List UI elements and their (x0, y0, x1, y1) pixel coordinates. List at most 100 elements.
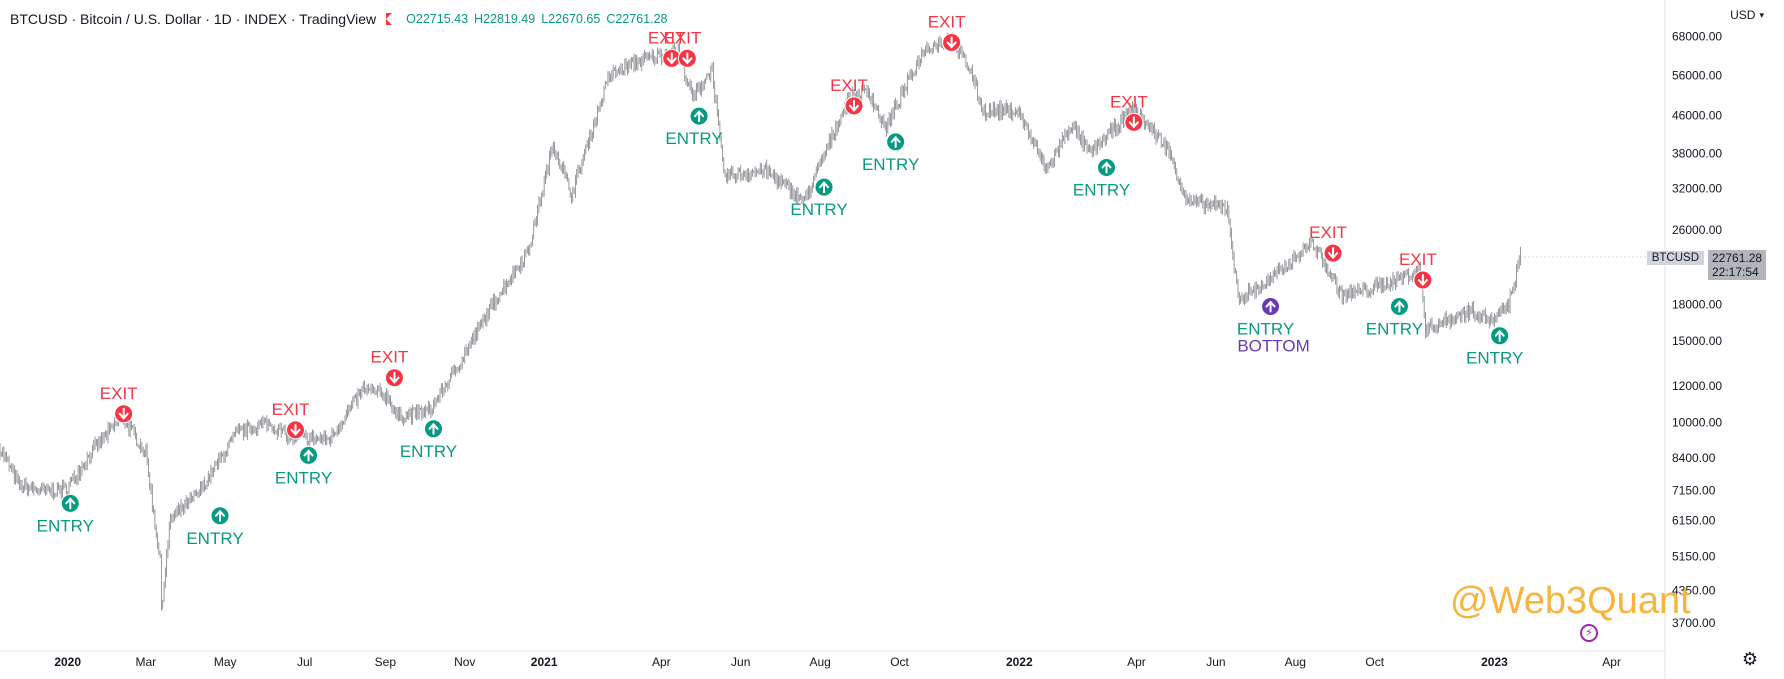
entry-label: ENTRY (1237, 320, 1294, 339)
arrow-glyph (694, 110, 705, 123)
ohlc-close: C22761.28 (606, 12, 668, 26)
entry-label: ENTRY (186, 529, 243, 548)
entry-label: ENTRY (1466, 349, 1523, 368)
ohlc-open: O22715.43 (406, 12, 469, 26)
arrow-glyph (118, 407, 129, 420)
exit-signal[interactable]: EXIT (648, 28, 686, 68)
x-tick-label: Apr (1127, 655, 1146, 669)
arrow-glyph (1328, 247, 1339, 260)
y-tick-label: 32000.00 (1672, 181, 1722, 195)
arrow-glyph (1394, 300, 1405, 313)
arrow-glyph (65, 497, 76, 510)
entry-signal[interactable]: ENTRY (1466, 326, 1523, 368)
currency-label: USD (1730, 8, 1756, 22)
arrow-glyph (848, 99, 859, 112)
arrow-glyph (946, 36, 957, 49)
x-tick-label: Mar (135, 655, 156, 669)
entry-signal[interactable]: ENTRY (665, 106, 723, 148)
entry-label: ENTRY (862, 155, 919, 174)
exit-label: EXIT (1309, 223, 1347, 242)
exit-label: EXIT (648, 28, 686, 47)
entry-signal[interactable]: ENTRY (37, 493, 94, 535)
arrow-glyph (290, 423, 301, 436)
exit-label: EXIT (100, 384, 138, 403)
y-tick-label: 38000.00 (1672, 147, 1722, 161)
exit-signal[interactable]: EXIT (272, 400, 310, 440)
arrow-glyph (1417, 274, 1428, 287)
x-tick-label: 2021 (531, 655, 558, 669)
lightning-icon[interactable]: ⚡ (1580, 624, 1598, 642)
y-tick-label: 8400.00 (1672, 451, 1716, 465)
arrow-glyph (1101, 161, 1112, 174)
price-series-line (0, 32, 1521, 611)
bottom-label: BOTTOM (1237, 337, 1309, 356)
ohlc-low: L22670.65 (541, 12, 601, 26)
exit-label: EXIT (830, 76, 868, 95)
exit-signal[interactable]: EXIT (371, 348, 409, 388)
bar-countdown: 22:17:54 (1712, 265, 1759, 279)
x-tick-label: Jun (1206, 655, 1225, 669)
x-tick-label: 2020 (54, 655, 81, 669)
last-price-tag: 22761.28 22:17:54 (1708, 250, 1766, 280)
x-tick-label: Nov (454, 655, 475, 669)
exit-signal[interactable]: EXIT (1399, 250, 1437, 290)
x-tick-label: Oct (890, 655, 909, 669)
y-tick-label: 4350.00 (1672, 583, 1716, 597)
entry-label: ENTRY (275, 468, 332, 487)
exit-signal[interactable]: EXIT (663, 28, 701, 68)
exit-label: EXIT (1110, 92, 1148, 111)
arrow-glyph (1128, 116, 1139, 129)
gear-icon[interactable]: ⚙ (1741, 649, 1758, 669)
arrow-glyph (215, 509, 226, 522)
last-price-value: 22761.28 (1712, 251, 1763, 265)
entry-signal[interactable]: ENTRY (400, 419, 457, 461)
exit-signal[interactable]: EXIT (1309, 223, 1347, 263)
exit-signal[interactable]: EXIT (1110, 92, 1148, 132)
x-tick-label: Apr (1602, 655, 1621, 669)
x-tick-label: Aug (809, 655, 830, 669)
exit-label: EXIT (272, 400, 310, 419)
arrow-glyph (428, 422, 439, 435)
x-tick-label: 2022 (1006, 655, 1033, 669)
entry-label: ENTRY (37, 516, 94, 535)
entry-signal[interactable]: ENTRY (1073, 157, 1130, 199)
arrow-glyph (1265, 300, 1276, 313)
exit-signal[interactable]: EXIT (928, 13, 966, 53)
exit-label: EXIT (663, 28, 701, 47)
y-tick-label: 7150.00 (1672, 483, 1716, 497)
x-tick-label: May (214, 655, 237, 669)
arrow-glyph (389, 371, 400, 384)
y-tick-label: 56000.00 (1672, 69, 1722, 83)
arrow-glyph (819, 181, 830, 194)
exit-signal[interactable]: EXIT (100, 384, 138, 424)
entry-label: ENTRY (400, 442, 457, 461)
exit-label: EXIT (371, 348, 409, 367)
x-tick-label: Jun (731, 655, 750, 669)
y-tick-label: 3700.00 (1672, 616, 1716, 630)
entry-signal[interactable]: ENTRY (1366, 297, 1423, 339)
entry-label: ENTRY (665, 129, 722, 148)
last-price-symbol-tag: BTCUSD (1646, 251, 1704, 265)
exit-label: EXIT (1399, 250, 1437, 269)
exit-label: EXIT (928, 13, 966, 32)
entry-label: ENTRY (1073, 180, 1130, 199)
entry-signal[interactable]: ENTRY (275, 445, 332, 487)
y-tick-label: 68000.00 (1672, 30, 1722, 44)
y-tick-label: 46000.00 (1672, 108, 1722, 122)
y-tick-label: 18000.00 (1672, 297, 1722, 311)
chart-header: BTCUSD · Bitcoin / U.S. Dollar · 1D · IN… (10, 9, 673, 29)
entry-signal[interactable]: ENTRY (862, 132, 919, 174)
arrow-glyph (666, 52, 677, 65)
y-tick-label: 15000.00 (1672, 334, 1722, 348)
y-tick-label: 26000.00 (1672, 223, 1722, 237)
currency-selector[interactable]: USD ▾ (1730, 8, 1764, 22)
entry-signal[interactable]: ENTRY (186, 506, 244, 548)
flag-icon[interactable] (386, 13, 393, 25)
x-tick-label: Apr (652, 655, 671, 669)
symbol-title[interactable]: BTCUSD · Bitcoin / U.S. Dollar · 1D · IN… (10, 11, 377, 27)
entry-signal[interactable]: ENTRY (790, 177, 848, 219)
exit-signal[interactable]: EXIT (830, 76, 868, 116)
